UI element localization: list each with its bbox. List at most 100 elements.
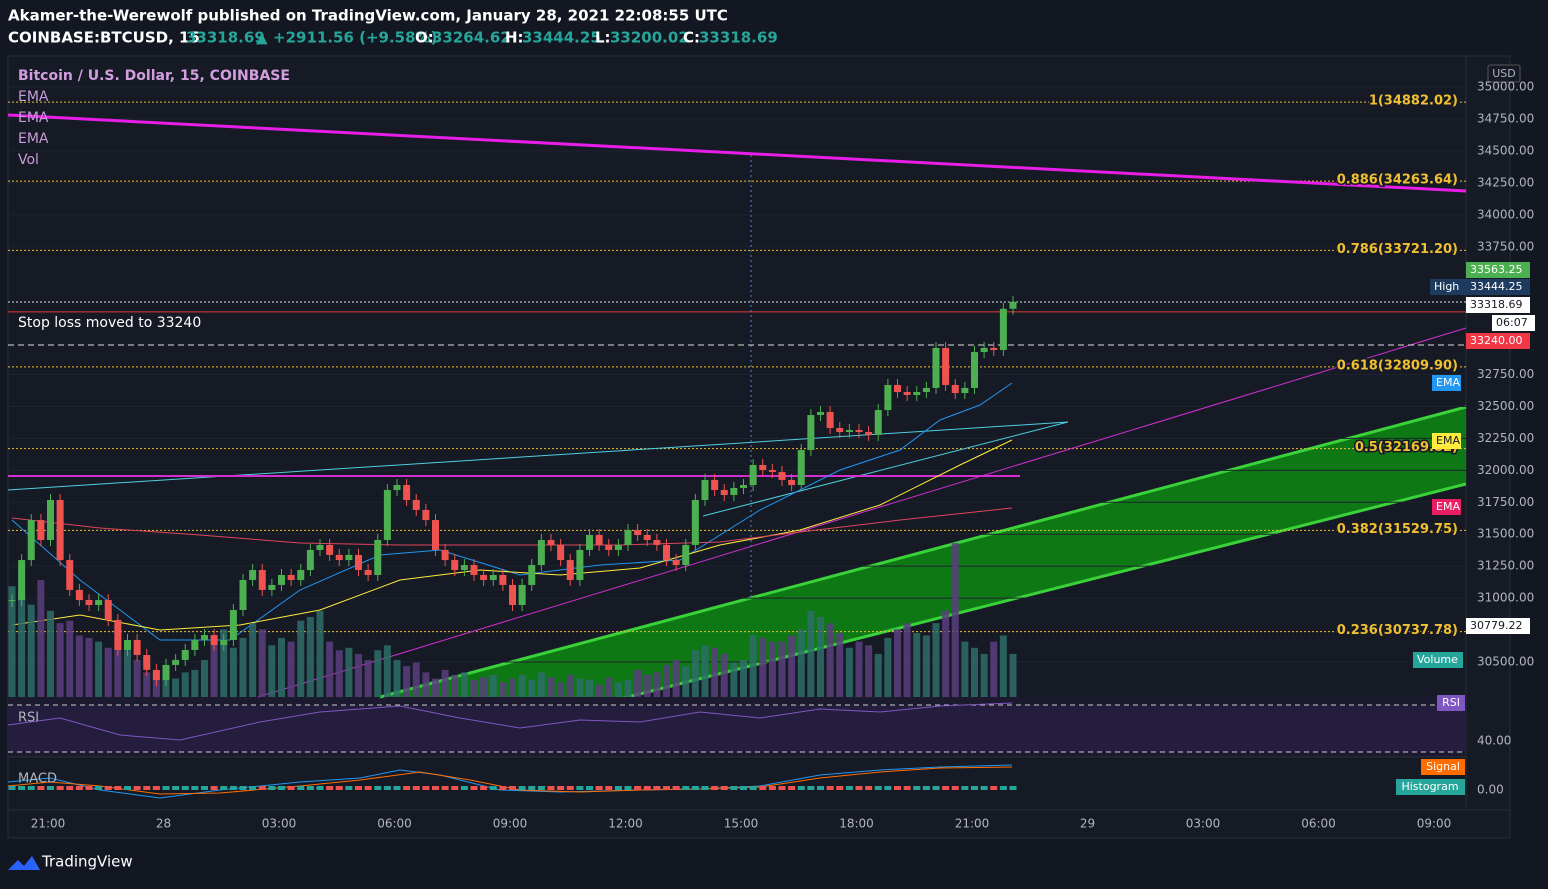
volume-bar (441, 669, 449, 697)
ema-line (11, 439, 1013, 631)
volume-bar (316, 610, 324, 697)
price-badge (1466, 333, 1530, 349)
volume-bar (845, 647, 853, 697)
volume-bar (460, 672, 468, 697)
volume-bar (210, 641, 218, 697)
volume-bar (451, 674, 459, 697)
trendline (257, 327, 1467, 698)
volume-bar (287, 641, 295, 697)
candle (355, 554, 362, 571)
volume-bar (499, 682, 507, 697)
y-tick-label: 34750.00 (1477, 111, 1534, 125)
volume-bar (788, 635, 796, 697)
price-badge (1466, 618, 1530, 634)
x-tick-label: 09:00 (493, 817, 528, 831)
legend-entry: EMA (18, 110, 49, 126)
volume-bar (566, 674, 574, 697)
volume-bar (509, 678, 516, 697)
brand: TradingView (41, 853, 133, 871)
candle (971, 352, 978, 388)
fib-label: 0.618(32809.90) (1337, 358, 1458, 373)
x-tick-label: 09:00 (1417, 817, 1452, 831)
pane-tick: 40.00 (1477, 734, 1511, 748)
histogram-bar (124, 786, 131, 790)
candle (990, 347, 998, 350)
histogram-bar (201, 786, 208, 790)
signal-line (7, 766, 1013, 795)
x-tick-label: 12:00 (608, 817, 643, 831)
candle (826, 411, 834, 429)
volume-bar (56, 623, 64, 697)
candle (489, 574, 497, 580)
x-tick-label: 06:00 (377, 817, 412, 831)
fib-label: 0.236(30737.78) (1337, 623, 1458, 638)
volume-bar (374, 650, 382, 697)
candle (874, 410, 882, 435)
volume-bar (66, 620, 74, 697)
y-tick-label: 34250.00 (1477, 175, 1534, 189)
change: +2911.56 (+9.58%) (273, 29, 437, 47)
candle (663, 544, 670, 561)
volume-bar (278, 637, 285, 697)
pane-label: RSI (18, 711, 39, 726)
y-tick-label: 30500.00 (1477, 654, 1534, 668)
candle (691, 499, 699, 545)
histogram-bar (884, 786, 892, 790)
publisher: Akamer-the-Werewolf published on Trading… (8, 7, 728, 25)
volume-bar (75, 635, 83, 697)
price-badge-text: EMA (1436, 500, 1460, 513)
candle (817, 411, 824, 416)
histogram-bar (932, 786, 940, 790)
annotation: Stop loss moved to 33240 (18, 315, 201, 331)
logo (8, 856, 40, 870)
volume-bar (634, 669, 642, 697)
candle (951, 384, 959, 394)
histogram-bar (653, 786, 661, 790)
currency-box (1487, 64, 1521, 83)
y-tick-label: 31500.00 (1477, 527, 1534, 541)
histogram-bar (143, 786, 151, 790)
histogram-bar (749, 786, 757, 790)
histogram-bar (191, 786, 199, 790)
candle (306, 549, 314, 571)
candle (855, 429, 863, 433)
candle (961, 387, 969, 394)
histogram-bar (586, 786, 593, 790)
volume-bar (730, 662, 738, 697)
histogram-bar (27, 786, 35, 790)
price-badge-text: 33240.00 (1470, 334, 1523, 347)
histogram-bar (326, 786, 334, 790)
volume-bar (335, 650, 343, 697)
volume-bar (432, 678, 439, 697)
volume-bar (18, 592, 26, 697)
histogram-bar (663, 786, 670, 790)
pane-label: MACD (18, 772, 57, 787)
volume-bar (143, 672, 151, 697)
histogram-bar (624, 786, 632, 790)
price-badge (1413, 652, 1463, 668)
candle (711, 479, 719, 491)
candle (133, 640, 141, 655)
candle (201, 635, 208, 641)
histogram-bar (460, 786, 468, 790)
volume-bar (8, 586, 16, 697)
histogram-bar (441, 786, 449, 790)
candle (932, 347, 940, 388)
volume-bar (701, 645, 709, 697)
candle (451, 560, 459, 571)
volume-bar (749, 635, 757, 697)
histogram-bar (576, 786, 584, 790)
price-badge-text: 33563.25 (1470, 263, 1523, 276)
candle (75, 589, 83, 601)
histogram-bar (509, 786, 516, 790)
chart-title: Bitcoin / U.S. Dollar, 15, COINBASE (18, 68, 290, 84)
histogram-bar (66, 786, 74, 790)
histogram-bar (826, 786, 834, 790)
histogram-bar (836, 786, 844, 790)
badge-text: RSI (1442, 696, 1460, 709)
histogram-bar (566, 786, 574, 790)
ohlc-label: H: (505, 29, 524, 47)
y-tick-label: 31000.00 (1477, 591, 1534, 605)
volume-bar (759, 637, 767, 697)
